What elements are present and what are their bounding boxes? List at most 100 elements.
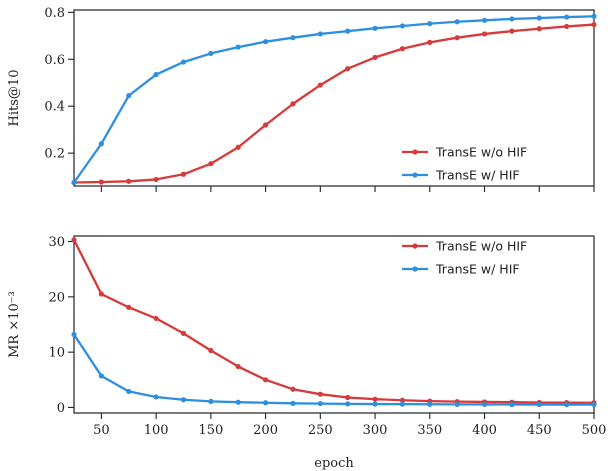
data-point — [345, 66, 351, 72]
data-point — [399, 397, 406, 403]
data-point — [317, 82, 323, 88]
x-tick-label: 250 — [308, 423, 333, 438]
plot-frame — [73, 235, 595, 414]
data-point — [71, 179, 77, 186]
data-point — [454, 401, 460, 407]
data-point — [317, 400, 323, 407]
data-point — [290, 101, 296, 107]
data-point — [509, 16, 515, 22]
data-point — [481, 31, 488, 37]
x-tick-label: 450 — [527, 423, 552, 438]
data-point — [345, 28, 351, 34]
x-tick-label: 50 — [93, 423, 110, 438]
legend-entry: TransE w/ HIF — [435, 262, 520, 277]
data-point — [126, 93, 132, 99]
y-tick-label: 0.4 — [44, 100, 65, 115]
data-point — [372, 25, 378, 31]
data-point — [208, 50, 214, 57]
data-point — [591, 21, 597, 28]
y-tick-label: 30 — [48, 235, 65, 250]
data-point — [591, 13, 597, 19]
x-tick-label: 300 — [363, 423, 388, 438]
data-point — [98, 373, 104, 379]
data-point — [481, 17, 488, 23]
legend-swatch-marker — [412, 266, 418, 272]
x-tick-label: 500 — [582, 423, 607, 438]
data-point — [427, 21, 433, 27]
y-tick-label: 0.2 — [44, 147, 65, 162]
x-tick-label: 350 — [417, 423, 442, 438]
data-point — [564, 14, 570, 20]
data-point — [564, 23, 570, 30]
data-point — [180, 171, 187, 177]
series-line — [73, 333, 594, 406]
data-point — [427, 401, 433, 407]
data-point — [98, 141, 104, 147]
data-point — [454, 35, 460, 41]
y-axis-label: Hits@10 — [7, 70, 22, 127]
x-axis-label: epoch — [314, 456, 354, 471]
x-tick-label: 200 — [253, 423, 278, 438]
data-point — [208, 161, 214, 167]
data-point — [180, 59, 187, 65]
data-point — [208, 347, 214, 354]
data-point — [180, 330, 187, 336]
legend-entry: TransE w/ HIF — [435, 168, 520, 183]
data-point — [98, 179, 104, 185]
x-tick-label: 100 — [144, 423, 169, 438]
data-point — [235, 363, 241, 370]
plot-frame — [73, 9, 595, 187]
data-point — [208, 398, 214, 404]
data-point — [345, 401, 351, 407]
data-point — [153, 176, 159, 183]
series-line — [73, 23, 595, 184]
y-tick-label: 0.8 — [44, 6, 65, 21]
x-tick-label: 150 — [198, 423, 223, 438]
data-point — [536, 15, 542, 21]
legend-swatch-marker — [412, 243, 418, 249]
data-point — [536, 26, 542, 32]
hits-at-10-panel: 0.2 0.4 0.6 0.8 Hits@10 TransE w/o HIF TransE … — [7, 6, 597, 192]
data-point — [372, 401, 378, 407]
mean-rank-panel: 0 10 20 30 50 100 150 200 250 300 350 400 450 500 MR ×… — [7, 235, 606, 438]
data-point — [262, 122, 269, 128]
data-point — [290, 400, 296, 406]
data-point — [126, 388, 132, 395]
legend-swatch-marker — [412, 172, 418, 178]
data-point — [290, 35, 296, 41]
data-point — [262, 400, 269, 406]
data-point — [126, 178, 132, 184]
data-point — [372, 54, 378, 61]
y-tick-label: 20 — [48, 290, 65, 305]
data-point — [262, 39, 269, 45]
data-point — [454, 19, 460, 25]
data-point — [290, 386, 296, 392]
data-point — [235, 144, 241, 150]
data-point — [317, 391, 323, 397]
legend-entry: TransE w/o HIF — [435, 145, 527, 160]
y-tick-label: 10 — [48, 346, 65, 361]
data-point — [564, 401, 570, 408]
series-line — [72, 239, 595, 404]
data-point — [509, 401, 515, 408]
data-point — [345, 394, 351, 401]
data-point — [427, 39, 433, 45]
legend-swatch-marker — [412, 149, 418, 155]
data-point — [153, 315, 159, 322]
data-point — [399, 46, 406, 52]
data-point — [262, 377, 269, 383]
data-point — [372, 396, 378, 402]
legend-entry: TransE w/o HIF — [435, 239, 527, 254]
data-point — [481, 401, 488, 408]
series-line — [73, 15, 595, 184]
data-point — [153, 394, 159, 400]
data-point — [71, 237, 77, 243]
y-axis-label: MR ×10⁻³ — [7, 291, 22, 358]
x-tick-label: 400 — [472, 423, 497, 438]
data-point — [509, 28, 515, 34]
data-point — [71, 331, 77, 338]
data-point — [317, 31, 323, 37]
data-point — [399, 23, 406, 29]
data-point — [180, 397, 187, 403]
